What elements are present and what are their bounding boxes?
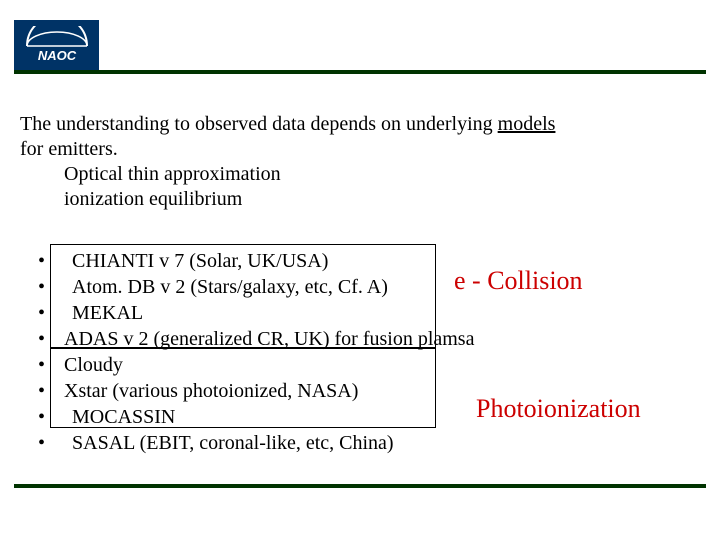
intro-line-3: Optical thin approximation (20, 162, 700, 187)
bullet-list-region: e - Collision Photoionization •CHIANTI v… (20, 248, 700, 456)
header-navy-block: NAOC (14, 20, 99, 70)
intro-line-1: The understanding to observed data depen… (20, 112, 700, 137)
list-item: •CHIANTI v 7 (Solar, UK/USA) (38, 248, 700, 274)
label-collision: e - Collision (454, 266, 583, 296)
top-horizontal-rule (14, 70, 706, 74)
label-photoionization: Photoionization (476, 394, 641, 424)
list-item: •ADAS v 2 (generalized CR, UK) for fusio… (38, 326, 700, 352)
list-item: •MEKAL (38, 300, 700, 326)
intro-line-2: for emitters. (20, 137, 700, 162)
list-item: •SASAL (EBIT, coronal-like, etc, China) (38, 430, 700, 456)
logo-text: NAOC (37, 48, 76, 63)
intro-line-4: ionization equilibrium (20, 187, 700, 212)
list-item: •Cloudy (38, 352, 700, 378)
slide-content: The understanding to observed data depen… (20, 112, 700, 456)
naoc-logo: NAOC (21, 26, 93, 64)
intro-line-1a: The understanding to observed data depen… (20, 113, 498, 135)
list-item: •Atom. DB v 2 (Stars/galaxy, etc, Cf. A) (38, 274, 700, 300)
intro-paragraph: The understanding to observed data depen… (20, 112, 700, 212)
bullet-list: •CHIANTI v 7 (Solar, UK/USA) •Atom. DB v… (20, 248, 700, 456)
intro-line-1b: models (498, 113, 556, 135)
bottom-horizontal-rule (14, 484, 706, 488)
